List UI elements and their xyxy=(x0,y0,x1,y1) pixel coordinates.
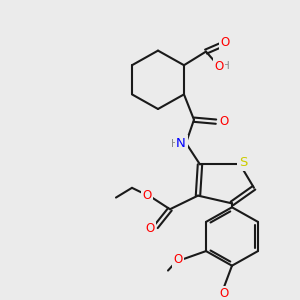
Text: O: O xyxy=(219,287,229,300)
Text: O: O xyxy=(219,115,229,128)
Text: O: O xyxy=(142,189,152,202)
Text: O: O xyxy=(146,222,154,235)
Text: N: N xyxy=(176,136,186,150)
Text: H: H xyxy=(222,61,230,71)
Text: O: O xyxy=(173,253,183,266)
Text: S: S xyxy=(239,156,247,169)
Text: O: O xyxy=(214,60,224,73)
Text: H: H xyxy=(171,139,179,149)
Text: O: O xyxy=(220,36,230,49)
